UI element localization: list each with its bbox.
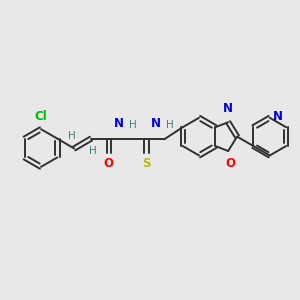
Text: N: N bbox=[151, 117, 161, 130]
Text: H: H bbox=[166, 120, 174, 130]
Text: Cl: Cl bbox=[34, 110, 47, 123]
Text: S: S bbox=[142, 158, 151, 170]
Text: H: H bbox=[89, 146, 97, 155]
Text: O: O bbox=[225, 157, 235, 170]
Text: H: H bbox=[68, 130, 76, 141]
Text: N: N bbox=[114, 117, 124, 130]
Text: O: O bbox=[104, 158, 114, 170]
Text: N: N bbox=[223, 102, 233, 115]
Text: H: H bbox=[129, 120, 136, 130]
Text: N: N bbox=[273, 110, 283, 123]
